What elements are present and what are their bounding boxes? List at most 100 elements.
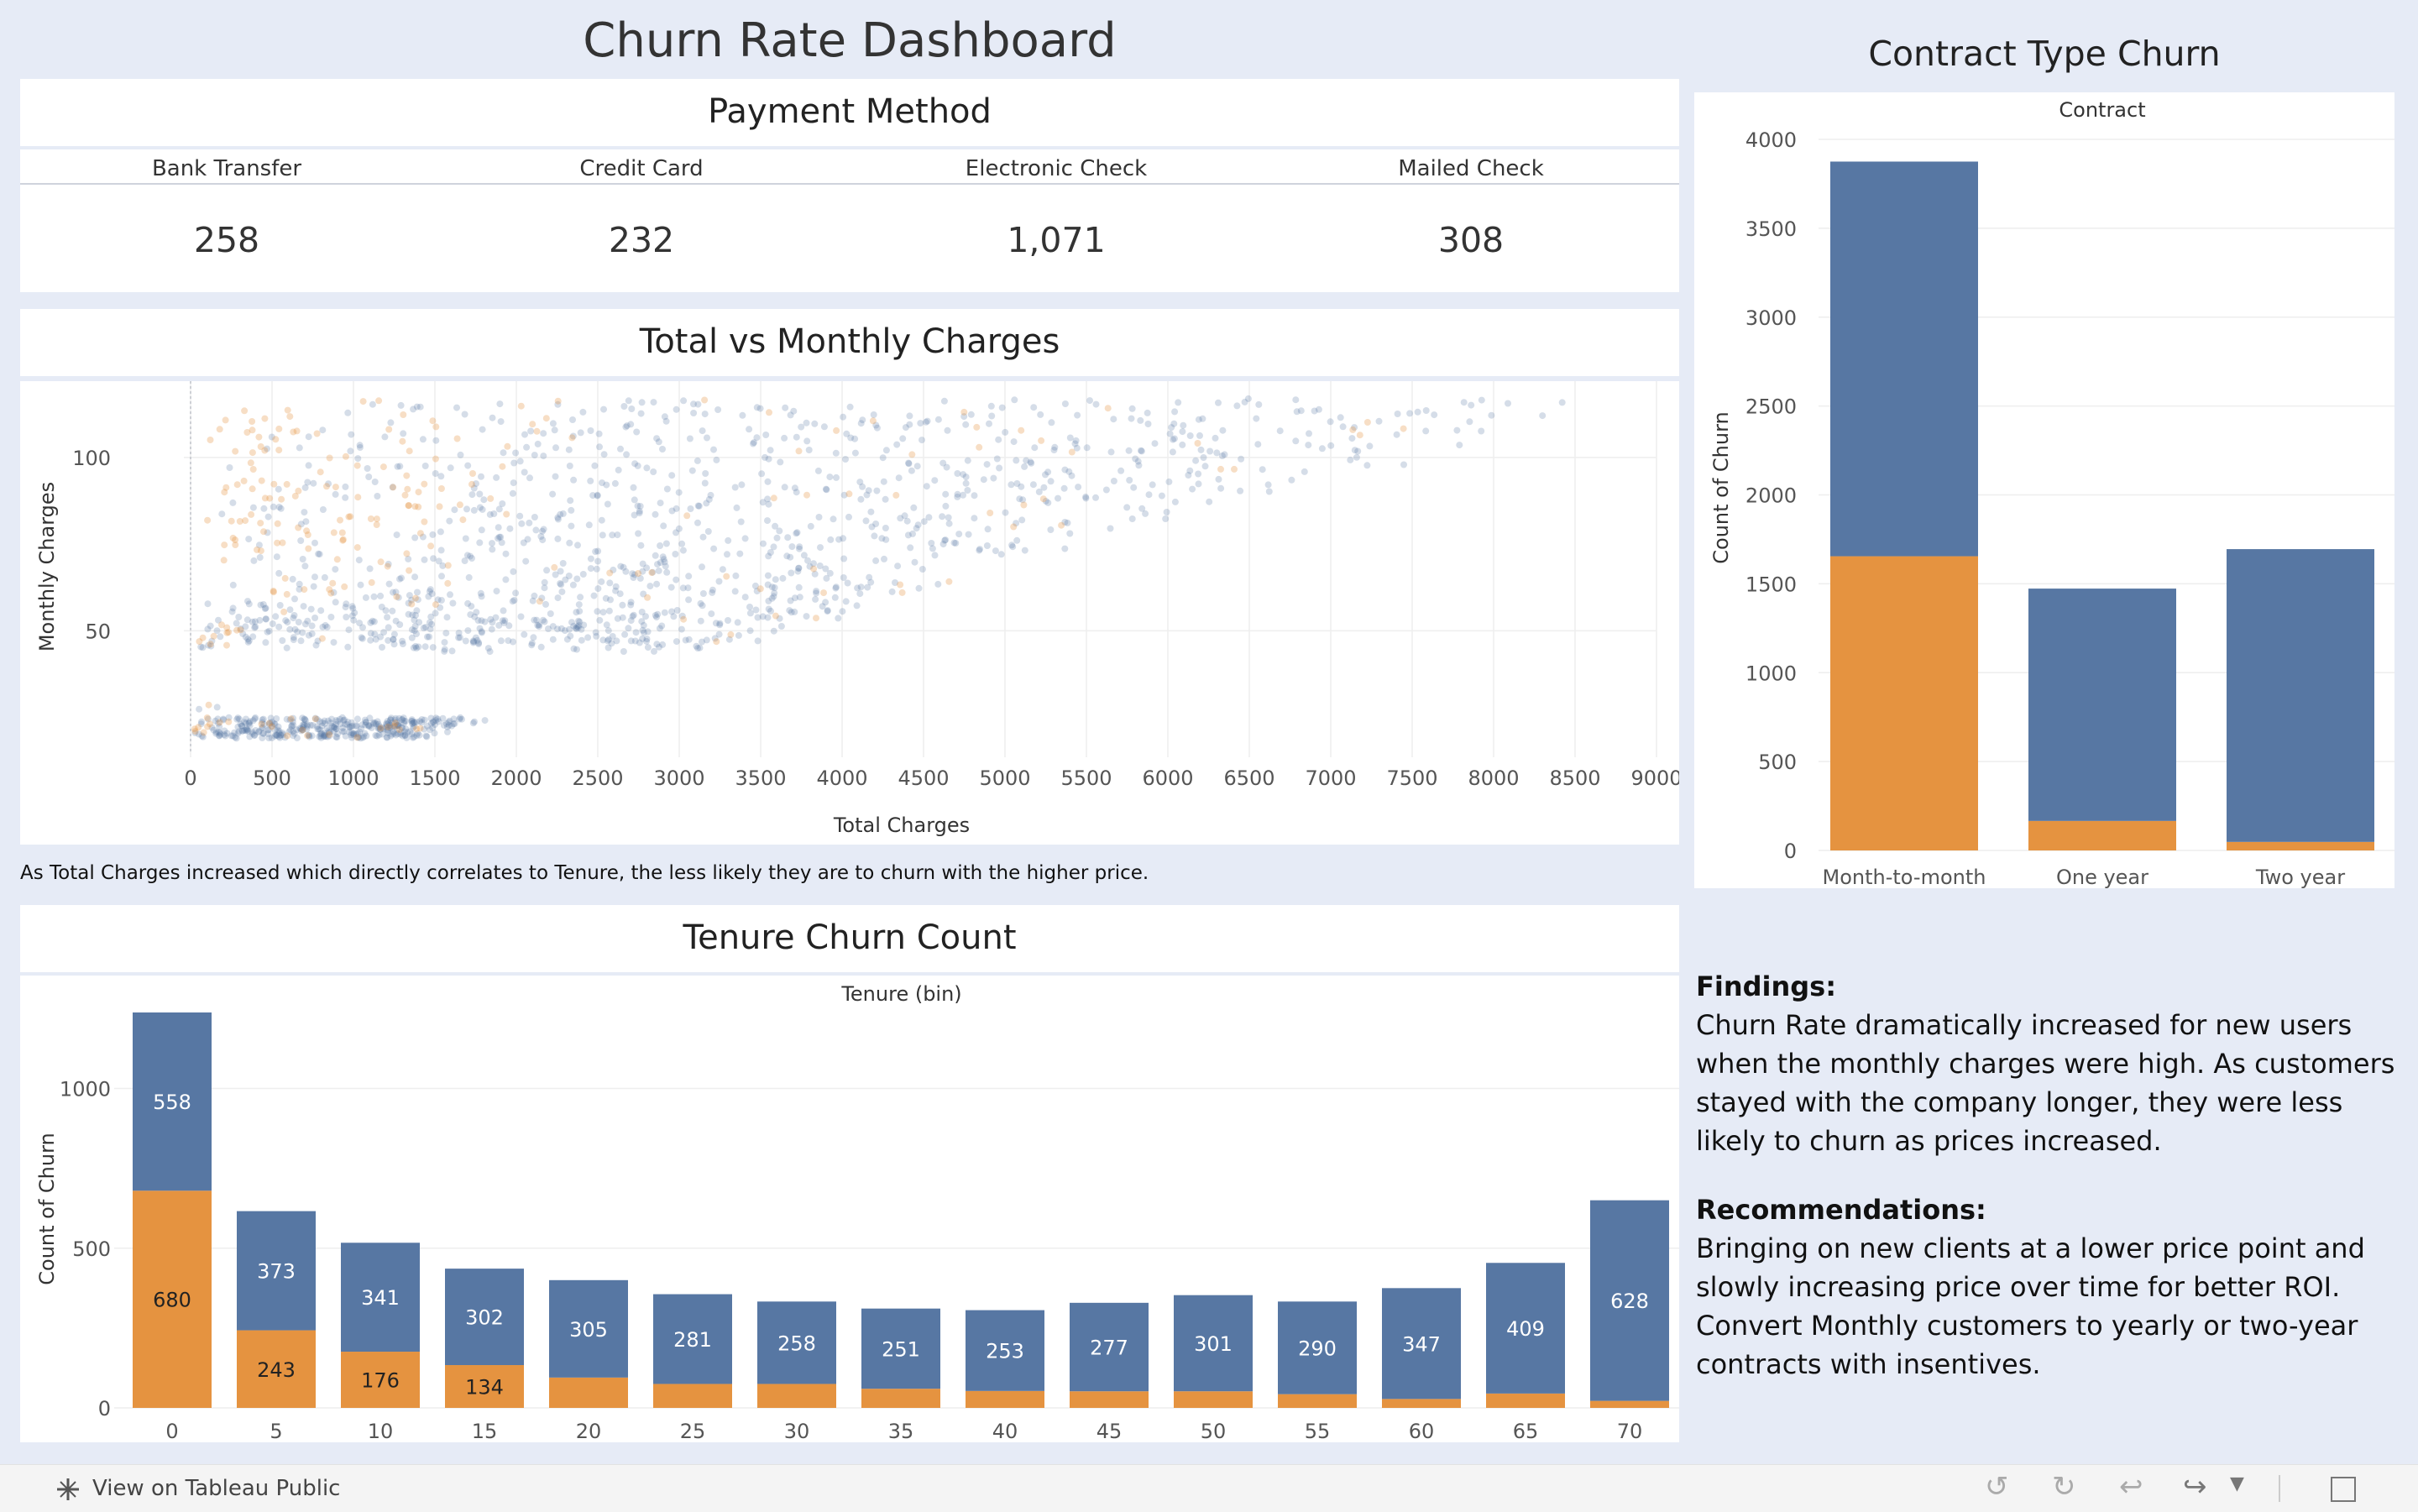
scatter-point — [359, 721, 366, 729]
payment-card-value: 308 — [1437, 220, 1505, 260]
scatter-point — [590, 592, 598, 599]
scatter-point — [760, 540, 767, 547]
scatter-point — [984, 526, 992, 533]
scatter-point — [873, 487, 881, 494]
scatter-point — [703, 500, 710, 507]
scatter-point — [221, 727, 228, 735]
scatter-point — [510, 459, 518, 467]
scatter-point — [250, 731, 258, 739]
scatter-point — [370, 618, 378, 625]
scatter-point — [1422, 407, 1430, 414]
scatter-point — [1431, 411, 1438, 419]
scatter-point — [340, 717, 348, 725]
scatter-point — [311, 573, 318, 581]
scatter-point-churned — [353, 544, 361, 552]
scatter-point — [346, 724, 353, 731]
scatter-point — [840, 574, 847, 581]
scatter-point — [1199, 415, 1206, 422]
scatter-point — [212, 729, 220, 736]
scatter-point — [265, 720, 273, 728]
undo-icon[interactable]: ↺ — [1985, 1470, 2009, 1504]
scatter-point — [330, 723, 338, 730]
scatter-point — [1130, 484, 1138, 491]
scatter-point — [527, 427, 535, 435]
scatter-point — [781, 434, 788, 442]
scatter-point — [462, 535, 469, 542]
scatter-point — [521, 630, 528, 638]
scatter-point — [920, 518, 928, 526]
scatter-point — [344, 409, 352, 416]
dropdown-icon[interactable]: ▼ — [2230, 1473, 2244, 1494]
scatter-point — [580, 621, 588, 629]
scatter-point — [510, 597, 518, 604]
scatter-point — [275, 623, 283, 630]
scatter-point — [856, 479, 864, 486]
scatter-point — [522, 557, 530, 565]
scatter-point — [547, 610, 554, 617]
scatter-point — [656, 643, 662, 651]
scatter-point — [308, 630, 316, 637]
scatter-point-churned — [333, 556, 341, 563]
scatter-point — [1072, 437, 1080, 444]
scatter-point — [489, 546, 496, 553]
scatter-point — [554, 400, 562, 408]
scatter-point — [396, 463, 404, 470]
scatter-point — [682, 636, 689, 644]
scatter-point — [385, 722, 393, 730]
scatter-point — [823, 486, 830, 494]
scatter-point — [678, 540, 686, 547]
scatter-point — [823, 574, 830, 582]
scatter-point — [1074, 411, 1081, 419]
scatter-point — [322, 719, 329, 727]
scatter-point-churned — [318, 635, 326, 642]
scatter-point — [249, 618, 256, 625]
share-icon[interactable]: ↪ — [2183, 1470, 2207, 1504]
scatter-point — [1061, 466, 1069, 473]
scatter-point — [554, 515, 562, 523]
scatter-point — [309, 722, 317, 729]
scatter-point — [1354, 447, 1362, 455]
scatter-point — [602, 594, 610, 602]
scatter-point — [1162, 515, 1170, 522]
redo-icon[interactable]: ↻ — [2052, 1470, 2076, 1504]
contract-axis-title: Contract — [2059, 98, 2145, 122]
scatter-point — [279, 637, 286, 644]
scatter-point — [528, 641, 536, 649]
scatter-point — [715, 630, 723, 638]
fullscreen-icon[interactable] — [2331, 1477, 2356, 1502]
scatter-point — [520, 539, 527, 547]
scatter-point — [653, 641, 661, 648]
scatter-point — [697, 599, 704, 607]
scatter-point — [575, 601, 583, 609]
scatter-point — [240, 726, 248, 734]
scatter-point — [625, 397, 632, 405]
scatter-point — [510, 479, 517, 487]
scatter-point — [367, 636, 374, 644]
scatter-point — [395, 721, 402, 729]
scatter-point — [990, 474, 997, 482]
scatter-point — [301, 716, 308, 723]
scatter-point — [806, 562, 814, 570]
scatter-point — [286, 716, 294, 724]
scatter-point — [751, 582, 759, 589]
scatter-point — [469, 639, 477, 646]
scatter-point-churned — [503, 510, 510, 518]
scatter-point — [318, 730, 325, 737]
scatter-point — [1083, 444, 1091, 452]
scatter-point — [262, 615, 270, 623]
scatter-point — [243, 616, 251, 624]
scatter-point — [497, 418, 505, 426]
scatter-point — [399, 641, 406, 647]
scatter-point — [542, 600, 549, 608]
scatter-point — [658, 622, 666, 630]
scatter-point — [432, 470, 439, 477]
scatter-point — [699, 638, 705, 646]
scatter-point — [738, 481, 746, 489]
scatter-point — [598, 516, 605, 524]
tableau-logo-icon — [57, 1478, 79, 1500]
scatter-point-churned — [272, 436, 280, 443]
scatter-point — [252, 727, 259, 734]
revert-icon[interactable]: ↩ — [2119, 1470, 2143, 1504]
scatter-point — [265, 627, 273, 635]
scatter-point — [997, 551, 1005, 558]
